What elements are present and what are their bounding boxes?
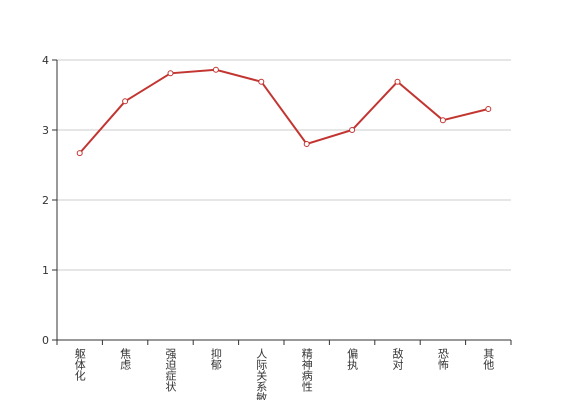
x-tick-label: 人际关系敏感 [255, 348, 268, 400]
x-tick-label: 敌对 [391, 347, 404, 370]
x-tick-label: 躯体化 [73, 348, 86, 382]
point [485, 106, 492, 112]
x-tick-label: 焦虑 [119, 348, 132, 370]
point [258, 78, 265, 85]
y-tick-label: 3 [42, 124, 49, 137]
y-tick-label: 0 [42, 334, 49, 347]
x-tick-label: 抑郁 [209, 347, 222, 370]
point [122, 98, 129, 105]
y-tick-label: 2 [42, 194, 49, 207]
x-tick-label: 强迫症状 [164, 348, 177, 392]
point [349, 127, 356, 133]
y-tick-label: 1 [42, 264, 49, 277]
x-tick-label: 精神病性 [300, 348, 313, 393]
line [78, 68, 489, 154]
x-tick-label: 偏执 [346, 347, 359, 371]
point [212, 66, 219, 73]
x-tick-label: 恐怖 [436, 348, 449, 370]
x-tick-label: 其他 [482, 348, 495, 370]
point [167, 70, 174, 77]
point [394, 78, 401, 85]
y-tick-label: 4 [42, 54, 49, 67]
point [303, 141, 310, 147]
point [76, 150, 83, 157]
point [439, 117, 446, 124]
